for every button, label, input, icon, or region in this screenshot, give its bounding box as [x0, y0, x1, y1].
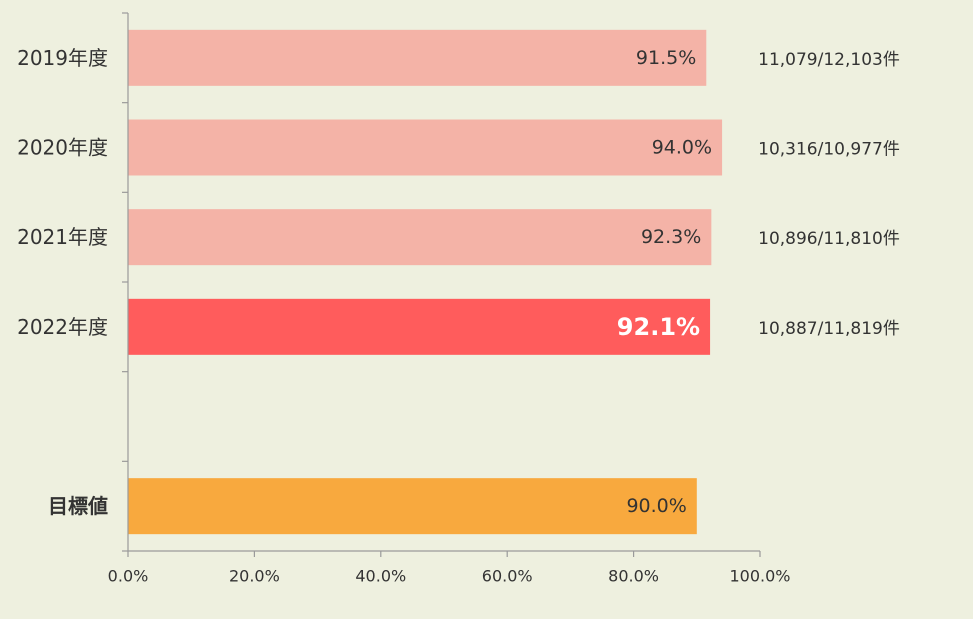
count-annotation: 10,887/11,819件 [758, 319, 900, 339]
count-annotation: 10,896/11,810件 [758, 229, 900, 249]
category-label: 2022年度 [17, 315, 108, 339]
axes-group: 0.0% 20.0% 40.0% 60.0% 80.0% 100.0% [108, 12, 791, 586]
x-tick-label: 80.0% [608, 567, 659, 586]
x-tick-label: 20.0% [229, 567, 280, 586]
count-annotation: 11,079/12,103件 [758, 50, 900, 70]
bar [128, 298, 711, 355]
x-tick-label: 100.0% [729, 567, 790, 586]
category-label: 目標値 [48, 494, 108, 518]
category-label: 2020年度 [17, 136, 108, 160]
data-label: 94.0% [652, 137, 712, 159]
labels-group: 2019年度 91.5% 11,079/12,103件 2020年度 94.0% 10,3… [17, 46, 900, 518]
x-tick-label: 60.0% [482, 567, 533, 586]
data-label: 91.5% [636, 47, 696, 69]
data-label: 92.3% [641, 226, 701, 248]
bar [128, 209, 712, 266]
bar [128, 29, 707, 86]
x-tick-label: 40.0% [355, 567, 406, 586]
category-label: 2019年度 [17, 46, 108, 70]
x-tick-label: 0.0% [108, 567, 149, 586]
count-annotation: 10,316/10,977件 [758, 140, 900, 160]
data-label: 92.1% [617, 313, 700, 341]
bars-group [128, 29, 723, 535]
data-label: 90.0% [626, 495, 686, 517]
bar [128, 119, 723, 176]
category-label: 2021年度 [17, 225, 108, 249]
bar [128, 478, 697, 535]
